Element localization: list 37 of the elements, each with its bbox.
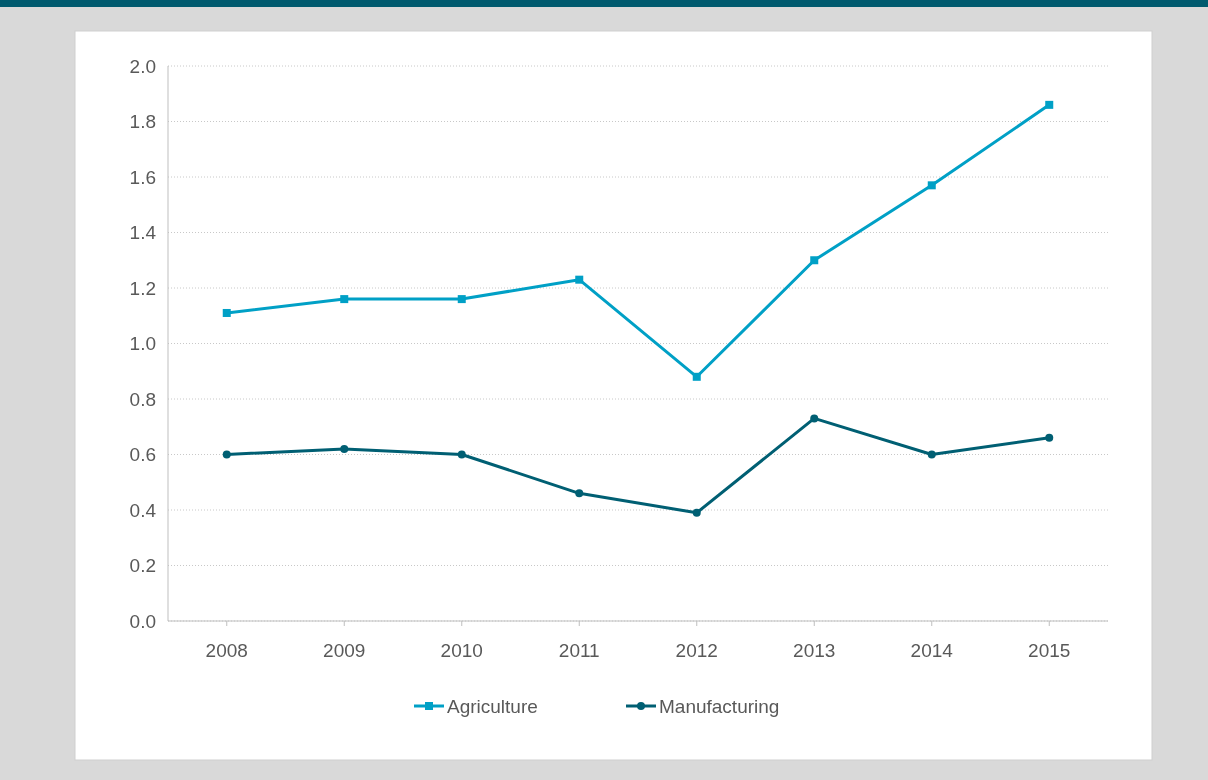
point — [810, 256, 819, 265]
point — [340, 444, 349, 453]
point — [575, 275, 584, 284]
x-tick-label: 2010 — [440, 640, 483, 661]
y-tick-label: 2.0 — [129, 55, 156, 77]
point — [575, 489, 584, 498]
y-tick-label: 0.2 — [129, 555, 156, 577]
x-tick-label: 2009 — [323, 640, 366, 661]
point — [457, 295, 466, 304]
y-tick-label: 0.8 — [129, 388, 156, 410]
y-tick-label: 1.6 — [129, 166, 156, 188]
x-tick-label: 2013 — [793, 640, 836, 661]
point — [810, 414, 819, 423]
x-tick-label: 2015 — [1028, 640, 1071, 661]
point — [1045, 100, 1054, 109]
y-tick-label: 1.2 — [129, 277, 156, 299]
point — [1045, 433, 1054, 442]
legend-label: Manufacturing — [659, 695, 780, 717]
y-tick-label: 1.0 — [129, 333, 156, 355]
point — [692, 372, 701, 381]
x-tick-label: 2012 — [675, 640, 718, 661]
point — [692, 508, 701, 517]
point — [340, 295, 349, 304]
y-tick-label: 1.4 — [129, 222, 157, 244]
y-tick-label: 0.0 — [129, 610, 156, 632]
y-tick-label: 1.8 — [129, 111, 156, 133]
point — [222, 450, 231, 459]
x-tick-label: 2011 — [558, 640, 600, 661]
point — [222, 308, 231, 317]
point — [927, 450, 936, 459]
legend-label: Agriculture — [447, 695, 538, 717]
x-tick-label: 2014 — [910, 640, 954, 661]
point — [457, 450, 466, 459]
x-tick-label: 2008 — [205, 640, 248, 661]
y-tick-label: 0.4 — [129, 499, 157, 521]
y-tick-label: 0.6 — [129, 444, 156, 466]
point — [927, 181, 936, 190]
